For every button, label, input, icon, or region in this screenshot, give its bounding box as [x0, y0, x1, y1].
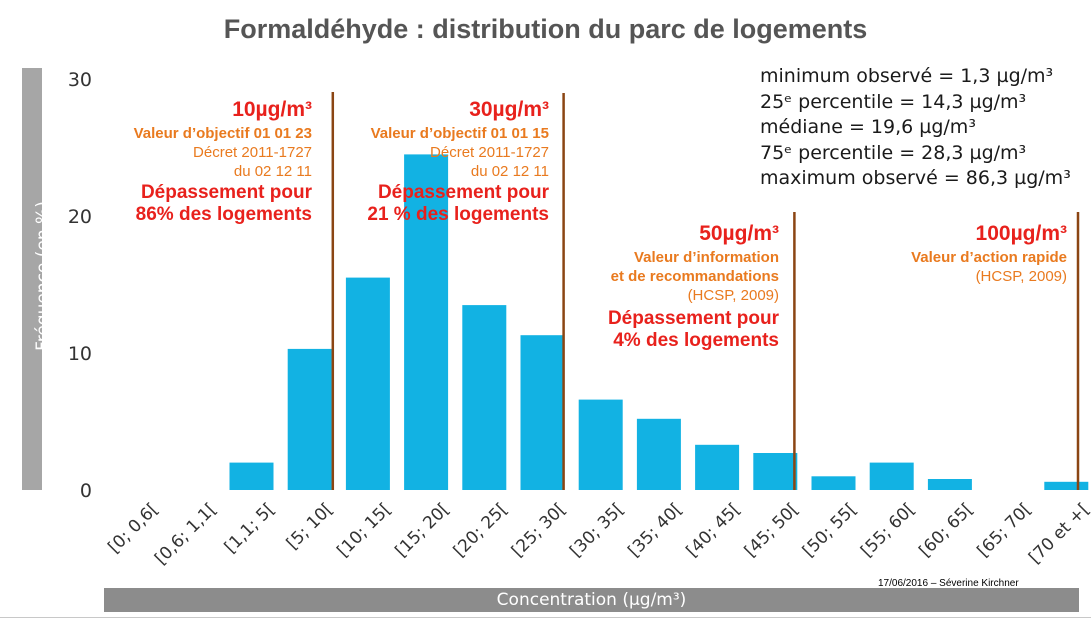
bar-11: [753, 453, 798, 490]
x-tick-label: [30; 35[: [566, 499, 628, 561]
threshold-line: Décret 2011-1727: [193, 144, 312, 161]
threshold-line: du 02 12 11: [233, 163, 312, 180]
x-tick-label: [15; 20[: [392, 499, 454, 561]
x-tick-label: [45; 50[: [741, 499, 803, 561]
bar-2: [229, 462, 274, 490]
chart-title: Formaldéhyde : distribution du parc de l…: [223, 14, 868, 44]
exceed-line: Dépassement pour: [377, 182, 549, 203]
exceed-line: Dépassement pour: [607, 308, 779, 329]
threshold-line: et de recommandations: [610, 268, 779, 285]
stat-minimum: minimum observé = 1,3 µg/m³: [760, 65, 1054, 87]
threshold-annotation-30: 30µg/m³ Valeur d’objectif 01 01 15 Décre…: [367, 98, 549, 226]
stat-maximum: maximum observé = 86,3 µg/m³: [760, 167, 1071, 189]
x-tick-label: [50; 55[: [799, 499, 861, 561]
x-tick-label: [25; 30[: [508, 499, 570, 561]
threshold-line: (HCSP, 2009): [687, 287, 779, 304]
stat-p75: 75ᵉ percentile = 28,3 µg/m³: [760, 141, 1027, 164]
x-tick-label: [10; 15[: [333, 499, 395, 561]
threshold-line: Décret 2011-1727: [430, 144, 549, 161]
x-tick-label: [40; 45[: [683, 499, 745, 561]
stat-median: médiane = 19,6 µg/m³: [760, 116, 976, 138]
bottom-divider: [0, 617, 1091, 618]
threshold-value: 10µg/m³: [232, 98, 312, 121]
threshold-line: (HCSP, 2009): [975, 268, 1067, 285]
exceed-line: 21 % des logements: [367, 204, 549, 225]
exceed-line: 4% des logements: [613, 330, 779, 351]
bar-13: [869, 462, 914, 490]
x-axis-label: Concentration (µg/m³): [496, 590, 687, 610]
exceed-line: Dépassement pour: [140, 182, 312, 203]
threshold-annotation-50: 50µg/m³ Valeur d’information et de recom…: [608, 222, 779, 352]
bar-5: [404, 154, 449, 490]
x-tick-label: [55; 60[: [857, 499, 919, 561]
footer-credit: 17/06/2016 – Séverine Kirchner: [878, 578, 1019, 589]
x-tick-label: [20; 25[: [450, 499, 512, 561]
threshold-value: 30µg/m³: [469, 98, 549, 121]
y-tick-label: 20: [68, 206, 92, 228]
summary-statistics: minimum observé = 1,3 µg/m³ 25ᵉ percenti…: [760, 64, 1071, 192]
bar-4: [345, 277, 390, 490]
stat-p25: 25ᵉ percentile = 14,3 µg/m³: [760, 90, 1027, 113]
x-tick-label: [1,1; 5[: [221, 499, 279, 557]
x-tick-label: [0; 0,6[: [104, 499, 162, 557]
bar-16: [1044, 481, 1089, 490]
x-tick-label: [5; 10[: [283, 499, 337, 553]
x-tick-label: [70 et +[: [1025, 499, 1091, 568]
threshold-line: Valeur d’information: [633, 249, 779, 266]
x-tick-label: [60; 65[: [915, 499, 977, 561]
y-axis-band: [22, 68, 42, 490]
x-axis-band: [104, 588, 1079, 612]
bar-3: [287, 348, 332, 490]
threshold-line: Valeur d’action rapide: [911, 249, 1067, 266]
y-tick-label: 10: [68, 343, 92, 365]
threshold-line: du 02 12 11: [470, 163, 549, 180]
bar-6: [462, 305, 507, 490]
y-tick-label: 0: [80, 480, 92, 502]
bar-8: [578, 399, 623, 490]
bar-12: [811, 476, 856, 490]
threshold-value: 50µg/m³: [699, 222, 779, 245]
y-tick-label: 30: [68, 69, 92, 91]
threshold-annotation-10: 10µg/m³ Valeur d’objectif 01 01 23 Décre…: [134, 98, 312, 226]
threshold-line: Valeur d’objectif 01 01 23: [133, 125, 312, 142]
x-tick-label: [0,6; 1,1[: [151, 499, 221, 569]
bar-7: [520, 335, 565, 490]
exceed-line: 86% des logements: [135, 204, 312, 225]
threshold-line: Valeur d’objectif 01 01 15: [370, 125, 549, 142]
bar-9: [636, 418, 681, 490]
bar-10: [695, 444, 740, 490]
x-tick-label: [35; 40[: [624, 499, 686, 561]
threshold-annotation-100: 100µg/m³ Valeur d’action rapide (HCSP, 2…: [911, 222, 1067, 285]
threshold-value: 100µg/m³: [975, 222, 1067, 245]
bar-14: [927, 479, 972, 490]
